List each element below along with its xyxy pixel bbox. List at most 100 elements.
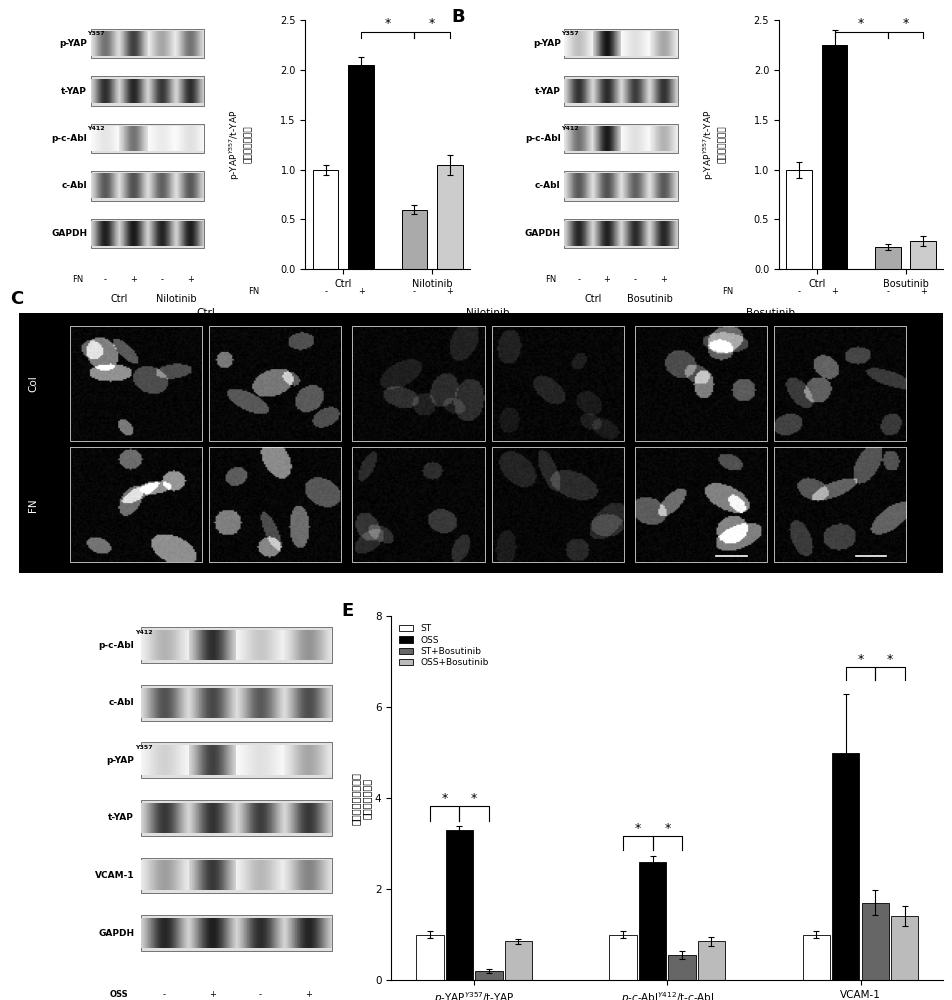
Text: -: - xyxy=(324,287,327,296)
Text: *: * xyxy=(441,792,447,805)
Bar xyxy=(141,800,332,836)
Text: FN: FN xyxy=(29,498,38,512)
Text: Bosutinib: Bosutinib xyxy=(626,294,672,304)
Text: *: * xyxy=(857,17,863,30)
Bar xyxy=(785,170,811,269)
Bar xyxy=(90,171,205,201)
Text: FN: FN xyxy=(248,287,259,296)
Text: Y357: Y357 xyxy=(134,745,152,750)
Text: -: - xyxy=(104,275,107,284)
Y-axis label: p-YAP$^{Y357}$/t-YAP
（与对照相比）: p-YAP$^{Y357}$/t-YAP （与对照相比） xyxy=(701,109,725,180)
Bar xyxy=(90,76,205,106)
Text: GAPDH: GAPDH xyxy=(51,229,87,238)
Text: +: + xyxy=(305,990,311,999)
Bar xyxy=(491,326,624,441)
Bar xyxy=(802,935,829,980)
Text: -: - xyxy=(412,287,415,296)
Text: +: + xyxy=(187,275,193,284)
Bar xyxy=(141,915,332,951)
Bar xyxy=(634,447,766,562)
Text: +: + xyxy=(919,287,925,296)
Bar xyxy=(446,830,472,980)
Bar xyxy=(141,742,332,778)
Text: Y357: Y357 xyxy=(88,31,105,36)
Text: *: * xyxy=(385,17,390,30)
Text: *: * xyxy=(634,822,641,835)
Bar xyxy=(609,935,636,980)
Bar xyxy=(141,627,332,663)
Text: Col: Col xyxy=(29,375,38,392)
Bar xyxy=(401,210,426,269)
Bar xyxy=(437,165,462,269)
Text: p-YAP: p-YAP xyxy=(107,756,134,765)
Text: Y412: Y412 xyxy=(134,630,152,635)
Text: *: * xyxy=(428,17,435,30)
Bar xyxy=(821,45,846,269)
Bar xyxy=(90,124,205,153)
Bar xyxy=(774,447,905,562)
Text: -: - xyxy=(259,990,262,999)
Bar xyxy=(667,955,695,980)
Bar xyxy=(890,916,918,980)
Text: -: - xyxy=(163,990,166,999)
Bar xyxy=(564,76,677,106)
Text: +: + xyxy=(830,287,837,296)
Bar xyxy=(141,858,332,893)
Text: -: - xyxy=(885,287,888,296)
Bar xyxy=(352,326,484,441)
Bar xyxy=(209,326,341,441)
Text: Y412: Y412 xyxy=(561,126,578,131)
Bar xyxy=(90,219,205,248)
Text: FN: FN xyxy=(545,275,556,284)
Bar xyxy=(416,935,444,980)
Text: c-Abl: c-Abl xyxy=(62,181,87,190)
Text: E: E xyxy=(341,602,353,620)
Text: *: * xyxy=(664,822,669,835)
Text: Ctrl: Ctrl xyxy=(584,294,601,304)
Bar xyxy=(352,447,484,562)
Text: +: + xyxy=(446,287,453,296)
Bar xyxy=(564,124,677,153)
Text: Ctrl: Ctrl xyxy=(110,294,128,304)
Text: C: C xyxy=(10,290,23,308)
Bar xyxy=(874,247,900,269)
Bar xyxy=(348,65,373,269)
Text: Ctrl: Ctrl xyxy=(196,308,215,318)
Text: p-YAP: p-YAP xyxy=(532,39,560,48)
Bar xyxy=(209,447,341,562)
Text: +: + xyxy=(603,275,610,284)
Text: FN: FN xyxy=(72,275,83,284)
Text: *: * xyxy=(857,653,863,666)
Text: GAPDH: GAPDH xyxy=(98,929,134,938)
Text: +: + xyxy=(129,275,137,284)
Y-axis label: p-YAP$^{Y357}$/t-YAP
（与对照相比）: p-YAP$^{Y357}$/t-YAP （与对照相比） xyxy=(228,109,252,180)
Text: Bosutinib: Bosutinib xyxy=(745,308,794,318)
Text: B: B xyxy=(450,8,464,26)
Text: *: * xyxy=(902,17,907,30)
Text: c-Abl: c-Abl xyxy=(534,181,560,190)
Text: GAPDH: GAPDH xyxy=(524,229,560,238)
Text: p-YAP: p-YAP xyxy=(59,39,87,48)
Text: c-Abl: c-Abl xyxy=(109,698,134,707)
Text: p-c-Abl: p-c-Abl xyxy=(98,641,134,650)
Bar xyxy=(504,941,531,980)
Bar xyxy=(564,29,677,58)
Text: t-YAP: t-YAP xyxy=(534,87,560,96)
Bar xyxy=(141,685,332,721)
Text: *: * xyxy=(886,653,892,666)
Bar xyxy=(634,326,766,441)
Bar xyxy=(861,903,888,980)
Text: -: - xyxy=(797,287,800,296)
Text: Nilotinib: Nilotinib xyxy=(466,308,509,318)
Text: -: - xyxy=(633,275,636,284)
Text: t-YAP: t-YAP xyxy=(61,87,87,96)
Text: Y412: Y412 xyxy=(88,126,105,131)
Text: t-YAP: t-YAP xyxy=(109,813,134,822)
Y-axis label: 相关蛋白的表达水平
（与对照相比）: 相关蛋白的表达水平 （与对照相比） xyxy=(350,772,371,825)
Bar xyxy=(475,971,502,980)
Text: DAPI/YAP: DAPI/YAP xyxy=(920,365,928,402)
Text: Nilotinib: Nilotinib xyxy=(155,294,196,304)
Bar xyxy=(831,753,859,980)
Text: *: * xyxy=(470,792,477,805)
Bar xyxy=(909,241,935,269)
